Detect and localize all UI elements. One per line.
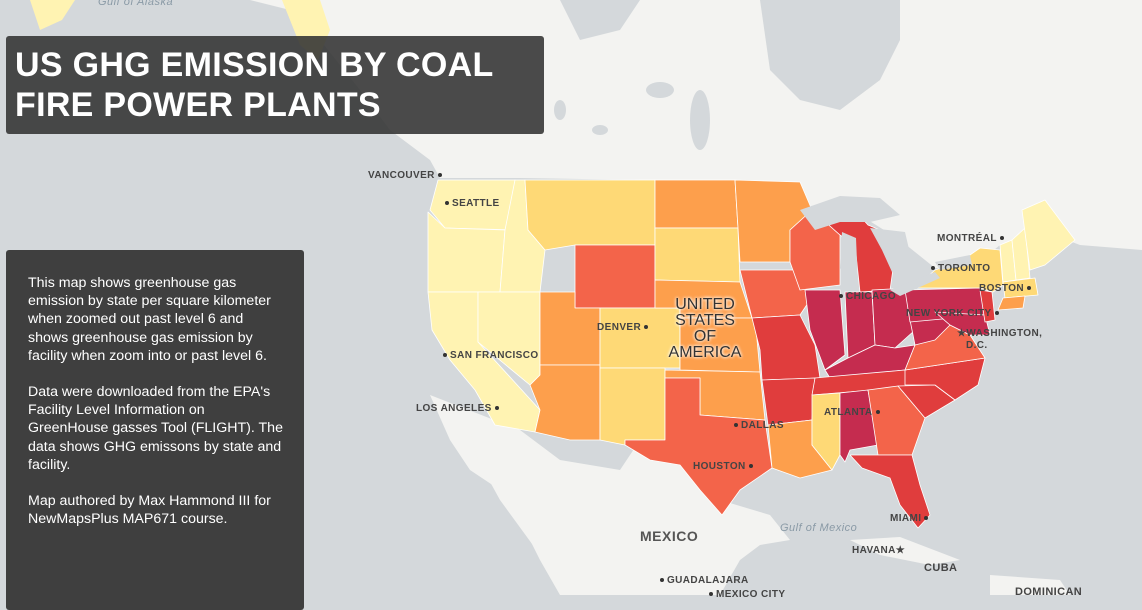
state-wyoming	[574, 244, 656, 309]
city-dot	[709, 592, 713, 597]
title-panel: US GHG EMISSION BY COAL FIRE POWER PLANT…	[6, 36, 544, 134]
lake-huron	[870, 228, 912, 272]
hispaniola	[990, 575, 1070, 595]
city-boston: BOSTON	[979, 283, 1034, 294]
city-montreal: MONTRÉAL	[937, 233, 1007, 244]
baja	[470, 430, 545, 548]
lake-2	[646, 82, 674, 98]
city-chicago: CHICAGO	[836, 291, 896, 302]
city-dot	[875, 410, 880, 415]
lake-erie	[890, 272, 940, 296]
city-new-york: NEW YORK CITY	[906, 308, 1002, 319]
state-new-jersey	[979, 289, 996, 323]
label-usa-line3: AMERICA	[668, 344, 742, 361]
city-dot	[443, 353, 447, 358]
city-toronto: TORONTO	[928, 263, 990, 274]
info-paragraph-3: Map authored by Max Hammond III for NewM…	[28, 493, 271, 528]
city-houston: HOUSTON	[693, 461, 756, 472]
city-denver: DENVER	[597, 322, 651, 333]
state-georgia	[867, 385, 926, 456]
arctic-islands	[560, 0, 640, 40]
great-lakes	[800, 196, 972, 296]
city-dot	[437, 173, 442, 178]
state-texas	[624, 377, 773, 516]
label-gulf-alaska: Gulf of Alaska	[98, 0, 174, 8]
city-dot	[839, 294, 843, 299]
label-cuba: CUBA	[924, 562, 958, 574]
city-guadalajara: GUADALAJARA	[657, 575, 749, 586]
star-icon: ★	[957, 328, 967, 339]
lake-1	[690, 90, 710, 150]
city-vancouver: VANCOUVER	[368, 170, 445, 181]
label-usa-line2: STATES OF	[675, 312, 735, 345]
hudson-bay	[760, 0, 900, 110]
city-seattle: SEATTLE	[442, 198, 500, 209]
newfoundland	[1100, 110, 1142, 200]
state-montana	[524, 179, 656, 251]
alaska-west	[30, 0, 75, 30]
label-dominican: DOMINICAN	[1015, 586, 1083, 598]
state-south-dakota	[654, 227, 741, 283]
lake-ontario	[935, 255, 972, 270]
label-mexico: MEXICO	[640, 528, 699, 544]
city-dot	[994, 311, 999, 316]
label-gulf-mexico: Gulf of Mexico	[780, 522, 858, 534]
city-dot	[999, 236, 1004, 241]
state-arizona	[529, 364, 601, 441]
city-dot	[644, 325, 649, 330]
state-massachusetts	[1002, 277, 1039, 299]
city-dot	[494, 406, 499, 411]
info-paragraph-1: This map shows greenhouse gas emission b…	[28, 275, 271, 364]
state-maine	[1021, 199, 1076, 271]
state-iowa	[739, 269, 811, 319]
city-dallas: DALLAS	[731, 420, 784, 431]
cuba-land	[850, 537, 960, 565]
city-dot	[734, 423, 738, 428]
state-maryland	[934, 311, 991, 336]
us-states	[427, 179, 1076, 529]
lake-4	[554, 100, 566, 120]
label-usa-line1: UNITED	[675, 296, 735, 313]
state-connecticut	[997, 295, 1026, 311]
label-usa: UNITED STATES OF AMERICA	[664, 297, 746, 361]
mexico-land	[430, 395, 790, 595]
city-dot	[931, 266, 935, 271]
map-title: US GHG EMISSION BY COAL FIRE POWER PLANT…	[15, 46, 493, 124]
state-new-mexico	[599, 367, 666, 446]
state-new-hampshire	[1011, 227, 1031, 281]
city-miami: MIAMI	[890, 513, 931, 524]
city-dot	[1027, 286, 1031, 291]
state-florida	[849, 454, 931, 529]
city-dot	[924, 516, 929, 521]
lake-3	[592, 125, 608, 135]
info-paragraph-2: Data were downloaded from the EPA's Faci…	[28, 384, 283, 473]
state-arkansas	[761, 377, 816, 426]
city-san-francisco: SAN FRANCISCO	[440, 350, 539, 361]
star-icon: ★	[895, 545, 906, 556]
lake-michigan	[840, 232, 858, 290]
city-washington: ★WASHINGTON,	[957, 328, 1043, 339]
city-dot	[748, 464, 753, 469]
city-atlanta: ATLANTA	[824, 407, 883, 418]
info-panel: This map shows greenhouse gas emission b…	[6, 250, 304, 610]
city-los-angeles: LOS ANGELES	[416, 403, 502, 414]
state-north-dakota	[654, 179, 739, 229]
city-dot	[660, 578, 664, 583]
state-illinois	[804, 289, 846, 371]
lake-superior	[800, 196, 900, 230]
city-dot	[445, 201, 449, 206]
city-washington-dc: D.C.	[966, 340, 988, 351]
city-havana: HAVANA★	[852, 545, 906, 556]
